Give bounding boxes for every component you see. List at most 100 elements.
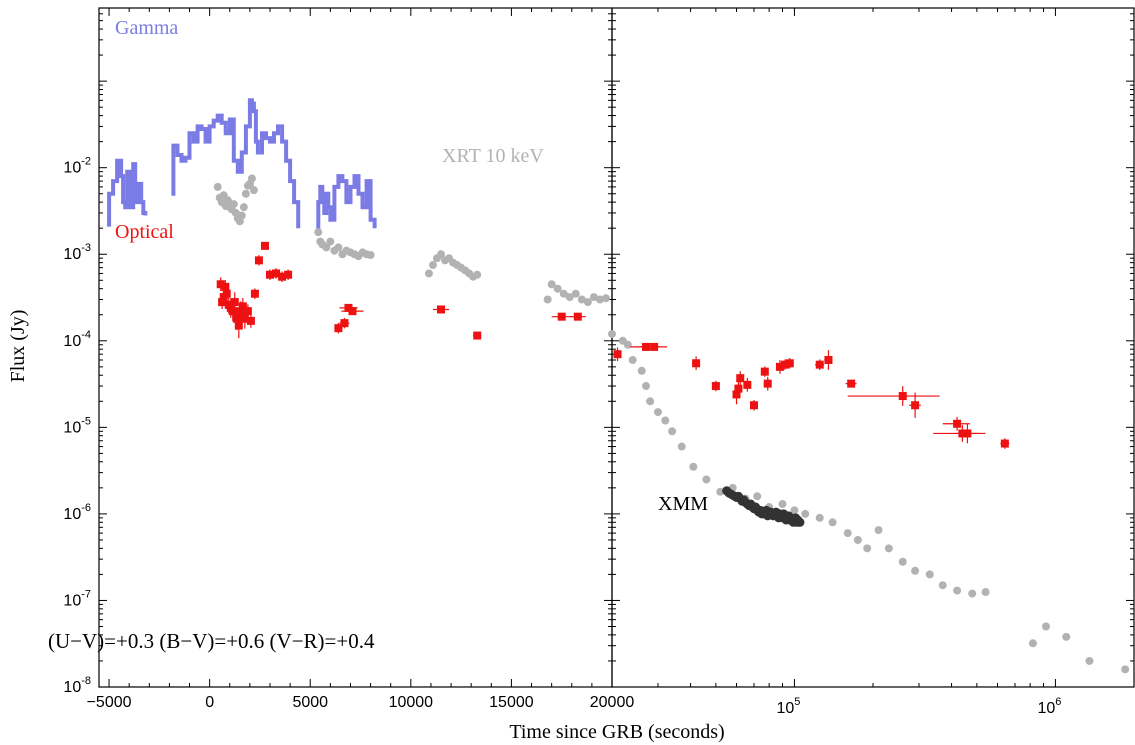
xrt-point <box>601 294 610 303</box>
x-axis-label: Time since GRB (seconds) <box>509 721 724 743</box>
xrt-point <box>608 329 616 338</box>
optical-point <box>824 355 833 364</box>
optical-point <box>815 360 824 369</box>
xrt-point <box>595 295 604 304</box>
y-tick-label: 10-2 <box>63 156 91 177</box>
gamma-series-line <box>171 98 301 229</box>
xrt-point <box>553 284 562 293</box>
optical-point <box>692 359 701 368</box>
optical-point <box>437 305 445 314</box>
xrt-point <box>229 200 238 209</box>
optical-point <box>711 382 720 391</box>
optical-point <box>278 272 287 281</box>
xrt-point <box>968 589 977 598</box>
optical-point <box>266 270 274 279</box>
x-tick-label: 10000 <box>389 694 434 711</box>
xrt-point <box>925 570 934 579</box>
optical-point <box>221 282 230 291</box>
xrt-point <box>589 293 598 302</box>
x-tick-label: 5000 <box>292 694 328 711</box>
gamma-series-line <box>107 158 148 227</box>
xrt-point <box>863 544 872 553</box>
y-axis-label: Flux (Jy) <box>7 310 29 383</box>
y-tick-label: 10-8 <box>63 675 91 696</box>
optical-point <box>238 302 247 311</box>
optical-point <box>898 392 907 401</box>
xrt-point <box>314 228 323 237</box>
xrt-point <box>334 243 343 252</box>
xrt-point <box>213 182 222 191</box>
xrt-point <box>249 186 258 195</box>
optical-point <box>847 379 856 388</box>
optical-point <box>573 312 582 321</box>
xrt-point <box>689 462 698 471</box>
optical-point <box>763 379 772 388</box>
xrt-point <box>911 566 920 575</box>
optical-point <box>243 307 252 316</box>
color-index-annotation: (U−V)=+0.3 (B−V)=+0.6 (V−R)=+0.4 <box>48 629 375 653</box>
xrt-point <box>473 270 482 279</box>
optical-label: Optical <box>115 221 174 243</box>
y-tick-label: 10-3 <box>63 242 91 263</box>
optical-point <box>218 298 227 307</box>
xrt-point <box>642 382 651 391</box>
xrt-point <box>1121 665 1130 674</box>
optical-point <box>228 307 237 316</box>
xrt-point <box>424 269 433 278</box>
text-layer: Flux (Jy) Time since GRB (seconds) (U−V)… <box>7 17 725 743</box>
xrt-point <box>1062 632 1071 641</box>
optical-point <box>473 331 482 340</box>
xrt-point <box>853 535 862 544</box>
optical-point <box>272 269 281 278</box>
xrt-point <box>239 203 248 212</box>
xrt-point <box>559 289 568 298</box>
optical-point <box>250 289 259 298</box>
optical-point <box>236 307 245 316</box>
xrt-point <box>1028 639 1037 648</box>
data-layer <box>107 98 1130 674</box>
xrt-point <box>547 280 556 289</box>
left-panel-frame <box>98 7 613 688</box>
x-tick-label: 106 <box>1037 696 1061 717</box>
optical-point <box>911 401 920 410</box>
xrt-point <box>577 295 586 304</box>
axes: 10-8 10-7 10-6 10-5 10-4 10-3 10-2 −5000 0 5000 10… <box>63 7 1135 717</box>
optical-point <box>340 319 349 328</box>
y-tick-label: 10-6 <box>63 502 91 523</box>
optical-point <box>222 289 231 298</box>
optical-point <box>240 314 249 323</box>
optical-point <box>344 303 353 312</box>
x-tick-label: 20000 <box>590 694 635 711</box>
xrt-point <box>953 586 962 595</box>
xrt-point <box>828 518 837 527</box>
xrt-point <box>565 293 574 302</box>
xrt-point <box>981 588 990 597</box>
optical-point <box>780 360 789 369</box>
xrt-point <box>583 298 592 307</box>
xrt-point <box>241 189 250 198</box>
gamma-label: Gamma <box>115 17 178 39</box>
xrt-point <box>702 475 711 484</box>
optical-point <box>732 390 741 399</box>
optical-point <box>254 256 263 265</box>
optical-point <box>284 270 293 279</box>
optical-point <box>750 401 759 410</box>
xrt-point <box>322 243 331 252</box>
optical-point <box>557 312 566 321</box>
xrt-point <box>801 509 810 518</box>
x-tick-label: −5000 <box>87 694 132 711</box>
xrt-point <box>223 196 232 205</box>
optical-point <box>260 241 269 250</box>
optical-point <box>334 324 343 333</box>
optical-point <box>246 316 255 325</box>
y-tick-label: 10-4 <box>63 329 91 350</box>
optical-point <box>230 298 239 307</box>
xrt-point <box>815 513 824 522</box>
optical-point <box>216 280 225 289</box>
xrt-point <box>543 295 552 304</box>
optical-point <box>232 314 241 323</box>
y-tick-label: 10-5 <box>63 415 91 436</box>
optical-point <box>736 374 745 383</box>
optical-point <box>760 367 769 376</box>
